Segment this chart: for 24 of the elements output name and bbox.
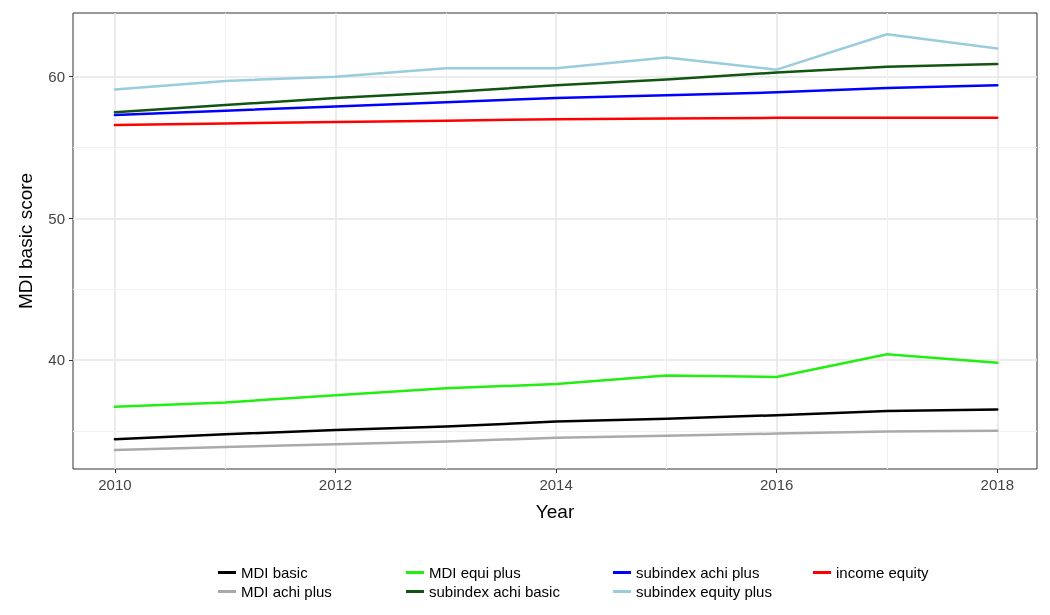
x-tick-label: 2012 [318, 476, 353, 493]
legend-label: income equity [836, 564, 930, 581]
legend-label: subindex achi plus [636, 564, 760, 581]
line-series [113, 62, 999, 114]
legend-label: subindex achi basic [429, 583, 561, 600]
line-series [113, 429, 999, 452]
y-tick-label: 60 [48, 68, 65, 86]
x-tick-label: 2010 [98, 476, 132, 493]
line-series [113, 408, 999, 441]
x-tick-label: 2016 [760, 476, 794, 493]
y-axis-title: MDI basic score [15, 172, 36, 310]
line-series [113, 353, 999, 408]
legend-label: MDI basic [241, 564, 309, 581]
line-series [113, 32, 999, 91]
legend-label: MDI equi plus [429, 564, 521, 581]
x-tick-label: 2014 [539, 476, 573, 493]
y-tick-label: 50 [48, 209, 65, 227]
x-tick-label: 2018 [980, 476, 1014, 493]
legend-label: MDI achi plus [241, 583, 332, 600]
y-tick-label: 40 [48, 351, 65, 369]
legend-label: subindex equity plus [636, 583, 772, 600]
x-axis-title: Year [535, 501, 575, 522]
line-series [113, 116, 999, 127]
line-series [113, 83, 999, 117]
